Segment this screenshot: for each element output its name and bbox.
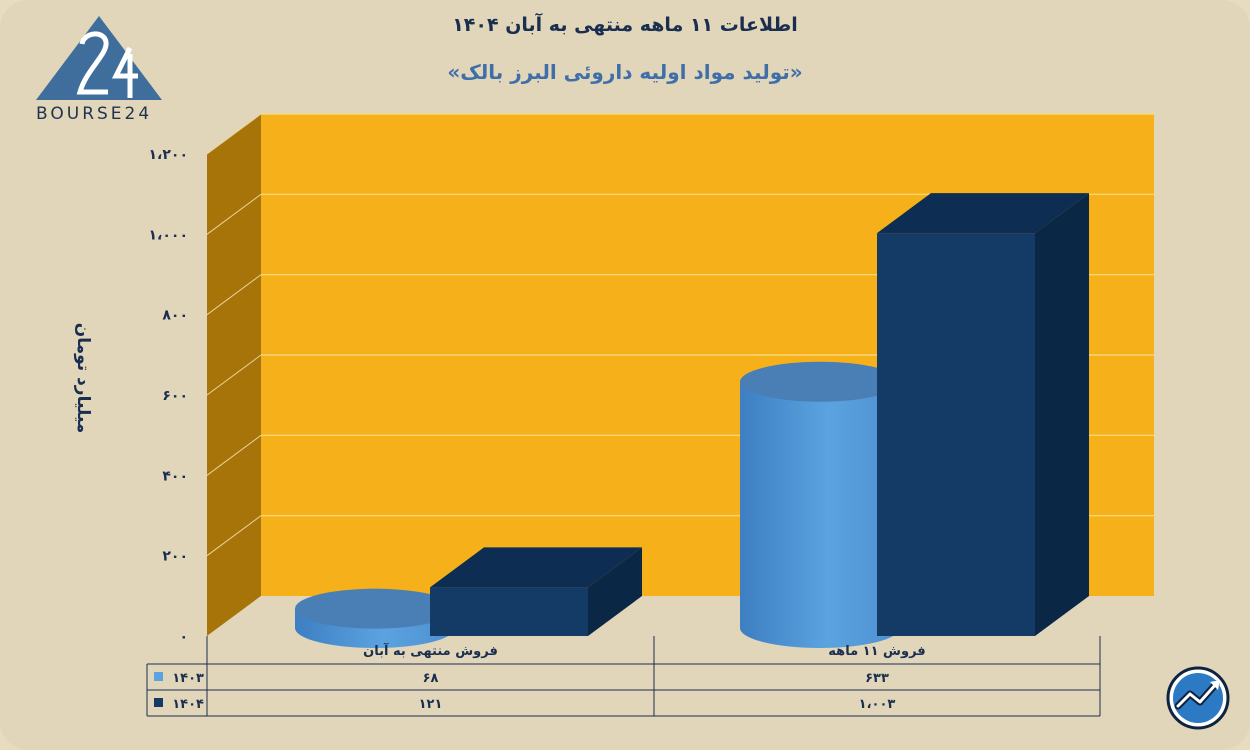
bar-1404-side bbox=[1035, 193, 1089, 636]
data-label: ۶۳۳ bbox=[865, 671, 889, 686]
bar-1403-top bbox=[295, 588, 455, 629]
bar-1404-top bbox=[430, 547, 642, 588]
x-tick-label: فروش منتهی به آبان bbox=[363, 642, 498, 659]
bourse24-logo-icon bbox=[36, 16, 162, 100]
gridline-side bbox=[206, 434, 262, 476]
data-label: ۱،۰۰۳ bbox=[859, 697, 896, 712]
gridline-side bbox=[206, 113, 262, 155]
gridline-side bbox=[206, 193, 262, 235]
legend-swatch bbox=[154, 698, 163, 707]
bar-1404 bbox=[877, 233, 1035, 636]
gridline-side bbox=[206, 274, 262, 316]
bar-1404 bbox=[430, 587, 588, 636]
data-label: ۶۸ bbox=[423, 671, 439, 686]
legend-label: ۱۴۰۳ bbox=[172, 671, 204, 686]
y-tick-label: ۴۰۰ bbox=[162, 468, 188, 484]
y-tick-label: ۰ bbox=[179, 629, 188, 645]
trend-arrow-icon bbox=[1166, 666, 1230, 730]
y-tick-label: ۸۰۰ bbox=[162, 308, 188, 324]
bar-1404-side bbox=[588, 547, 642, 636]
y-tick-label: ۲۰۰ bbox=[162, 549, 188, 565]
logo-text: BOURSE24 bbox=[36, 104, 153, 124]
gridline-side bbox=[206, 515, 262, 557]
bar-1403 bbox=[740, 381, 900, 648]
data-label: ۱۲۱ bbox=[419, 697, 443, 712]
bar-1403-top bbox=[740, 361, 900, 402]
gridline-side bbox=[206, 354, 262, 396]
chart-title: اطلاعات ۱۱ ماهه منتهی به آبان ۱۴۰۴ bbox=[452, 14, 798, 36]
legend-label: ۱۴۰۴ bbox=[172, 697, 204, 712]
x-tick-label: فروش ۱۱ ماهه bbox=[828, 644, 925, 659]
y-tick-label: ۱،۲۰۰ bbox=[149, 147, 189, 163]
chart-subtitle: «تولید مواد اولیه داروئی البرز بالک» bbox=[447, 60, 803, 84]
y-tick-label: ۶۰۰ bbox=[162, 388, 188, 404]
legend-swatch bbox=[154, 672, 163, 681]
bar-1404-top bbox=[877, 193, 1089, 234]
y-tick-label: ۱،۰۰۰ bbox=[149, 227, 189, 243]
